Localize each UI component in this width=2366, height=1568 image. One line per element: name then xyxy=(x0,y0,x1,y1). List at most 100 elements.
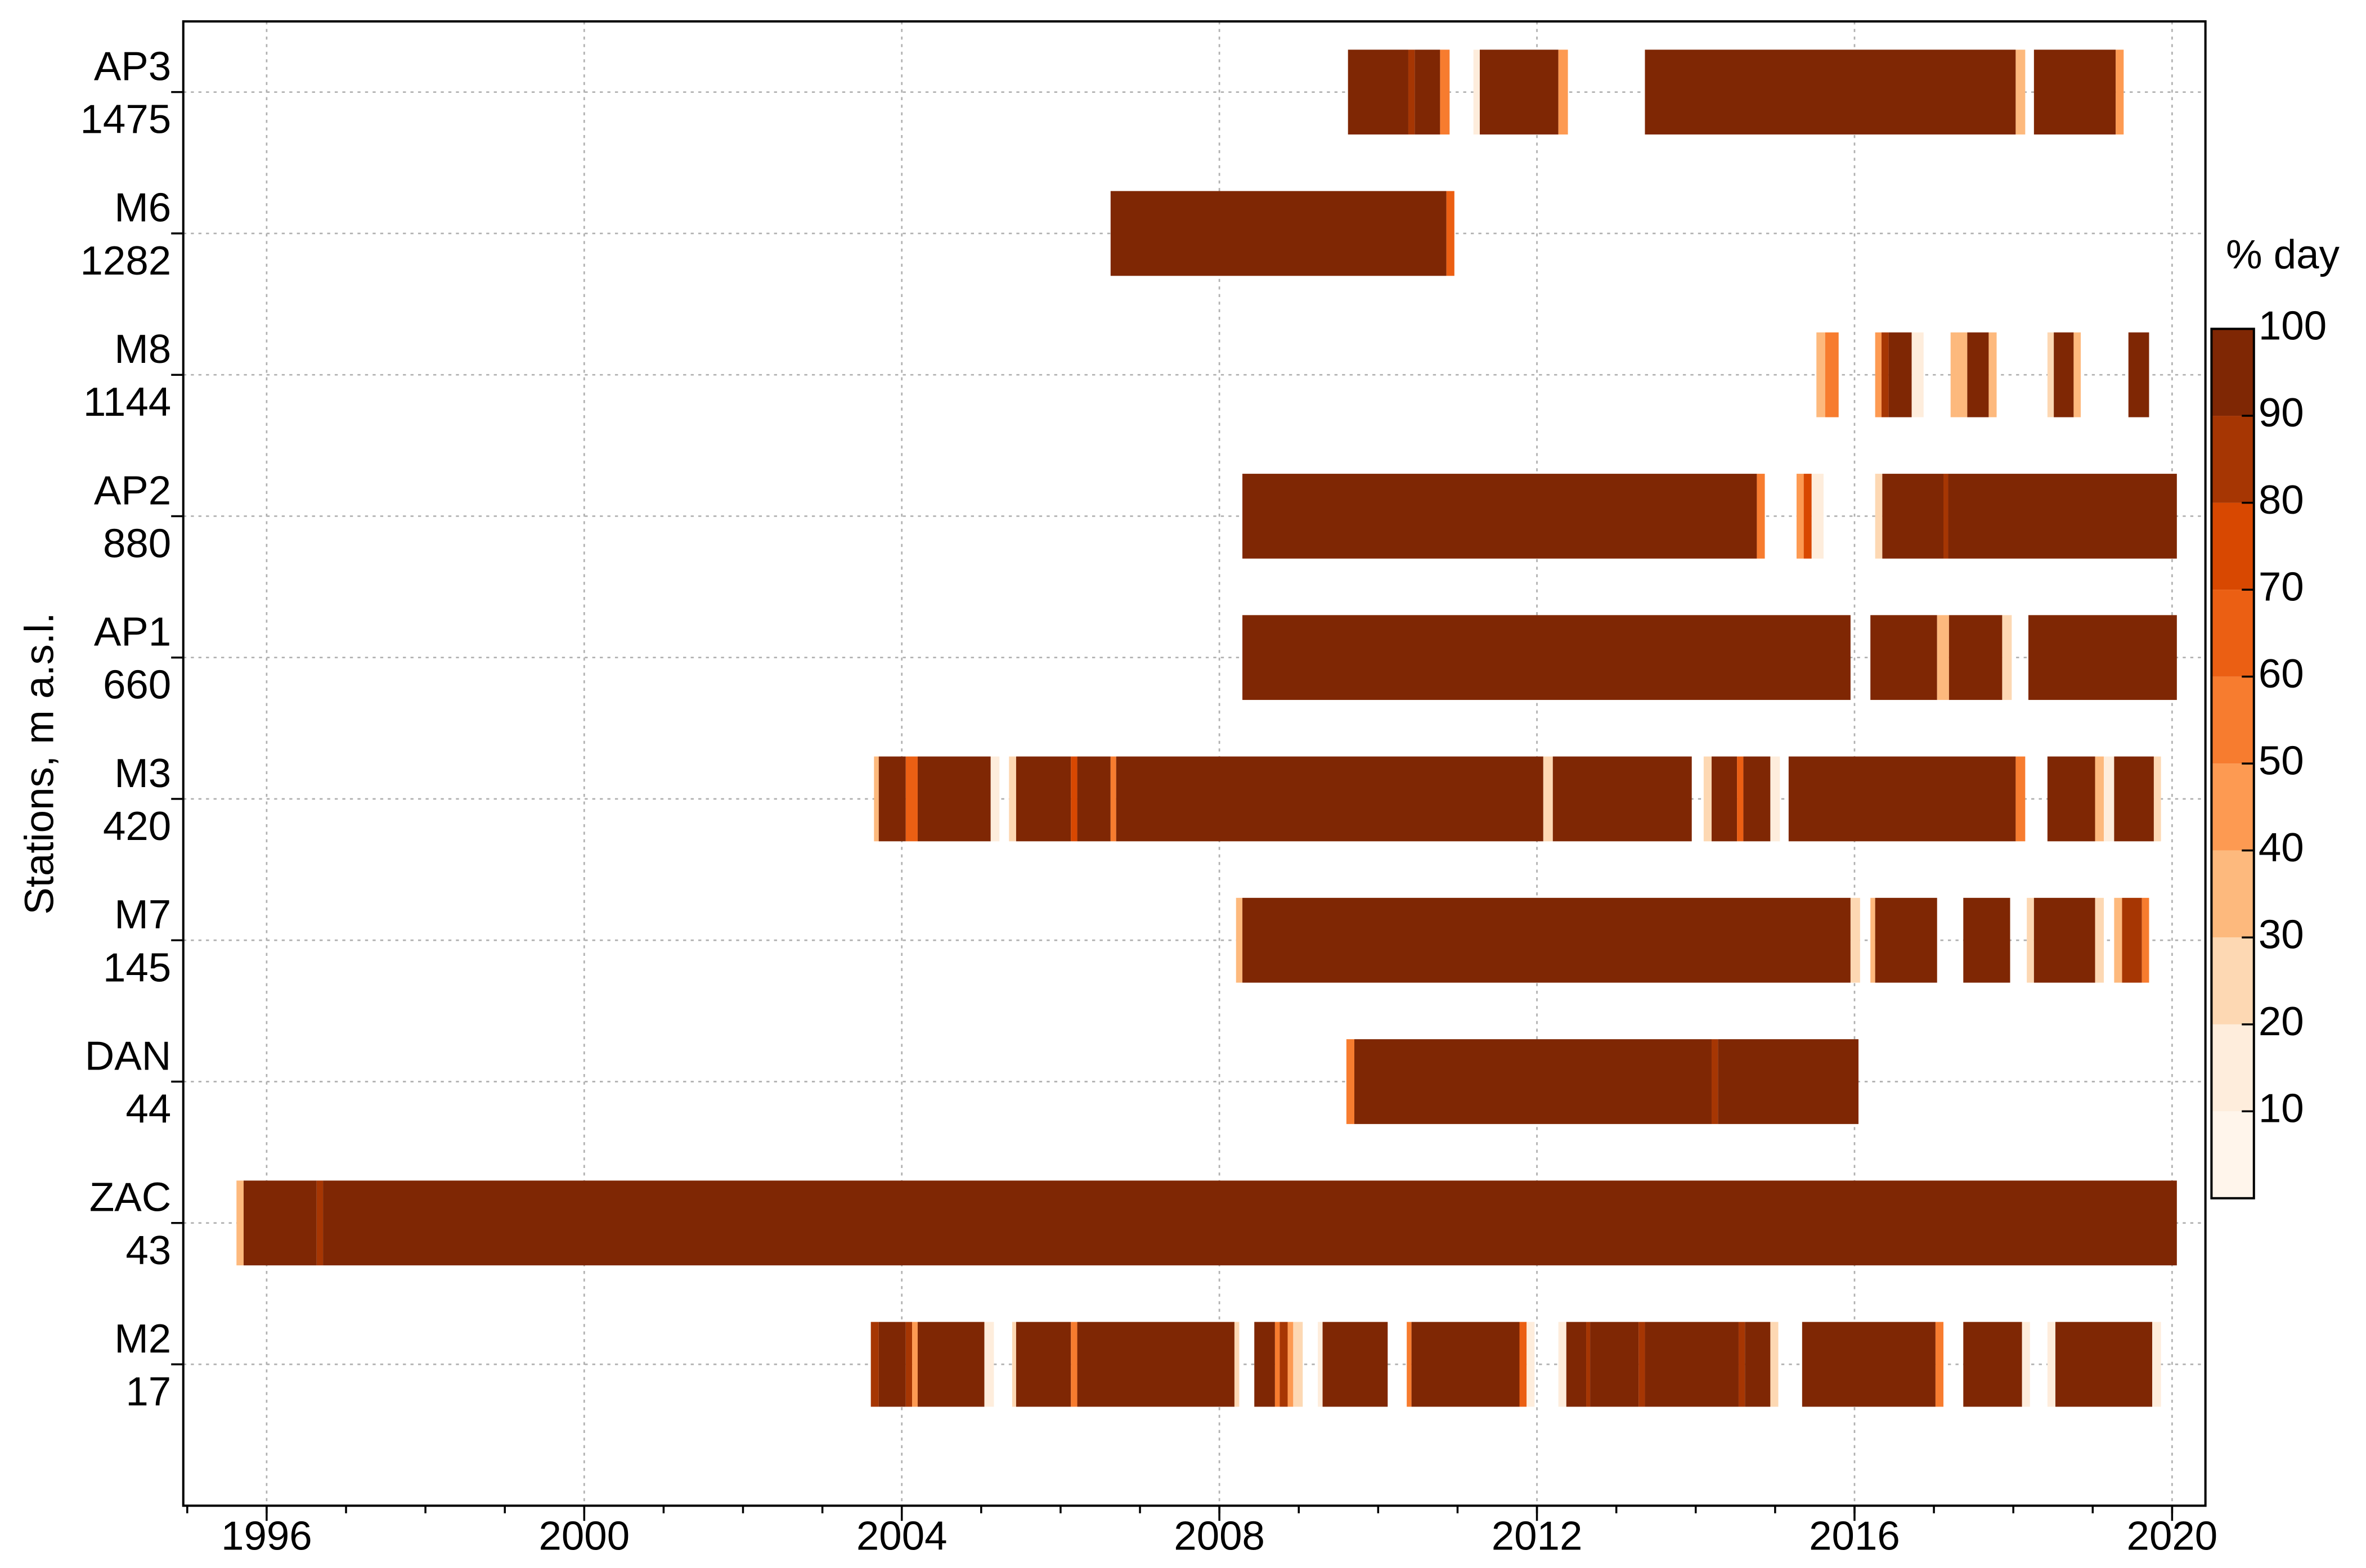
coverage-segment xyxy=(2122,897,2142,983)
coverage-segment xyxy=(2114,756,2154,842)
coverage-segment xyxy=(1711,1039,1718,1124)
coverage-segment xyxy=(1988,332,1997,417)
coverage-segment xyxy=(1881,332,1889,417)
station-elevation: 660 xyxy=(103,662,171,708)
coverage-segment xyxy=(2104,756,2114,842)
coverage-segment xyxy=(1016,756,1071,842)
station-elevation: 44 xyxy=(125,1086,171,1132)
coverage-segment xyxy=(243,1180,317,1266)
x-tick-label: 2004 xyxy=(856,1513,948,1559)
coverage-segment xyxy=(1116,756,1543,842)
coverage-segment xyxy=(1348,50,1408,135)
colorbar-tick-label: 50 xyxy=(2259,738,2304,783)
coverage-segment xyxy=(2116,50,2124,135)
coverage-segment xyxy=(1703,756,1712,842)
coverage-segment xyxy=(1527,1322,1535,1407)
station-name: M2 xyxy=(114,1316,171,1362)
coverage-segment xyxy=(1882,474,1944,559)
coverage-segment xyxy=(905,756,918,842)
coverage-segment xyxy=(1796,474,1804,559)
coverage-segment xyxy=(1967,332,1989,417)
coverage-segment xyxy=(874,756,879,842)
coverage-segment xyxy=(2002,615,2012,700)
coverage-segment xyxy=(2095,756,2104,842)
coverage-segment xyxy=(1415,50,1440,135)
colorbar-tick-label: 100 xyxy=(2259,303,2327,349)
coverage-segment xyxy=(1875,332,1882,417)
colorbar-band xyxy=(2211,676,2254,764)
station-elevation: 145 xyxy=(103,945,171,990)
coverage-segment xyxy=(2047,756,2095,842)
coverage-segment xyxy=(1745,1322,1771,1407)
coverage-segment xyxy=(1956,332,1968,417)
colorbar-title: % day xyxy=(2226,232,2340,277)
x-tick-label: 2020 xyxy=(2127,1513,2218,1559)
coverage-segment xyxy=(1875,897,1937,983)
coverage-segment xyxy=(1346,1039,1355,1124)
coverage-segment xyxy=(1354,1039,1712,1124)
colorbar-band xyxy=(2211,763,2254,851)
station-name: AP2 xyxy=(94,468,171,513)
coverage-segment xyxy=(1737,756,1744,842)
coverage-segment xyxy=(1440,50,1450,135)
coverage-segment xyxy=(1948,474,2177,559)
coverage-segment xyxy=(1408,50,1415,135)
coverage-segment xyxy=(1586,1322,1591,1407)
coverage-segment xyxy=(2055,1322,2153,1407)
coverage-segment xyxy=(1234,1322,1240,1407)
coverage-segment xyxy=(1950,332,1957,417)
coverage-segment xyxy=(2153,756,2161,842)
coverage-segment xyxy=(2054,332,2074,417)
coverage-segment xyxy=(1566,1322,1587,1407)
coverage-segment xyxy=(1757,474,1765,559)
coverage-segment xyxy=(1012,1322,1016,1407)
coverage-segment xyxy=(1875,474,1883,559)
coverage-segment xyxy=(1770,1322,1779,1407)
station-name: AP3 xyxy=(94,43,171,89)
coverage-segment xyxy=(1009,756,1016,842)
coverage-segment xyxy=(1543,756,1553,842)
coverage-segment xyxy=(1407,1322,1412,1407)
plot-frame xyxy=(182,20,2207,1507)
coverage-segment xyxy=(1077,756,1111,842)
colorbar-tick-label: 80 xyxy=(2259,477,2304,523)
coverage-segment xyxy=(917,756,991,842)
colorbar-band xyxy=(2211,1111,2254,1198)
coverage-segment xyxy=(1071,1322,1078,1407)
coverage-segment xyxy=(2073,332,2081,417)
coverage-segment xyxy=(1788,756,2016,842)
coverage-segment xyxy=(1242,474,1757,559)
coverage-segment xyxy=(905,1322,913,1407)
coverage-segment xyxy=(1110,191,1447,276)
coverage-segment xyxy=(2028,615,2177,700)
station-elevation: 43 xyxy=(125,1228,171,1273)
coverage-segment xyxy=(1802,1322,1936,1407)
coverage-segment xyxy=(1242,897,1851,983)
x-tick-label: 2012 xyxy=(1492,1513,1583,1559)
coverage-segment xyxy=(1287,1322,1294,1407)
coverage-segment xyxy=(316,1180,324,1266)
coverage-segment xyxy=(2047,332,2054,417)
coverage-segment xyxy=(1473,50,1480,135)
coverage-segment xyxy=(917,1322,985,1407)
station-elevation: 1282 xyxy=(80,238,172,284)
colorbar-band xyxy=(2211,850,2254,938)
coverage-segment xyxy=(1935,1322,1944,1407)
colorbar-tick-label: 20 xyxy=(2259,999,2304,1044)
coverage-segment xyxy=(2033,50,2116,135)
colorbar-tick-label: 90 xyxy=(2259,390,2304,435)
coverage-segment xyxy=(1943,474,1949,559)
coverage-segment xyxy=(1743,756,1771,842)
coverage-segment xyxy=(1236,897,1243,983)
coverage-segment xyxy=(1645,1322,1739,1407)
coverage-segment xyxy=(1850,897,1860,983)
station-elevation: 420 xyxy=(103,803,171,849)
colorbar-band xyxy=(2211,937,2254,1025)
station-name: M3 xyxy=(114,751,171,796)
coverage-segment xyxy=(2022,1322,2030,1407)
coverage-segment xyxy=(2015,756,2026,842)
coverage-segment xyxy=(2152,1322,2161,1407)
coverage-segment xyxy=(1552,756,1692,842)
